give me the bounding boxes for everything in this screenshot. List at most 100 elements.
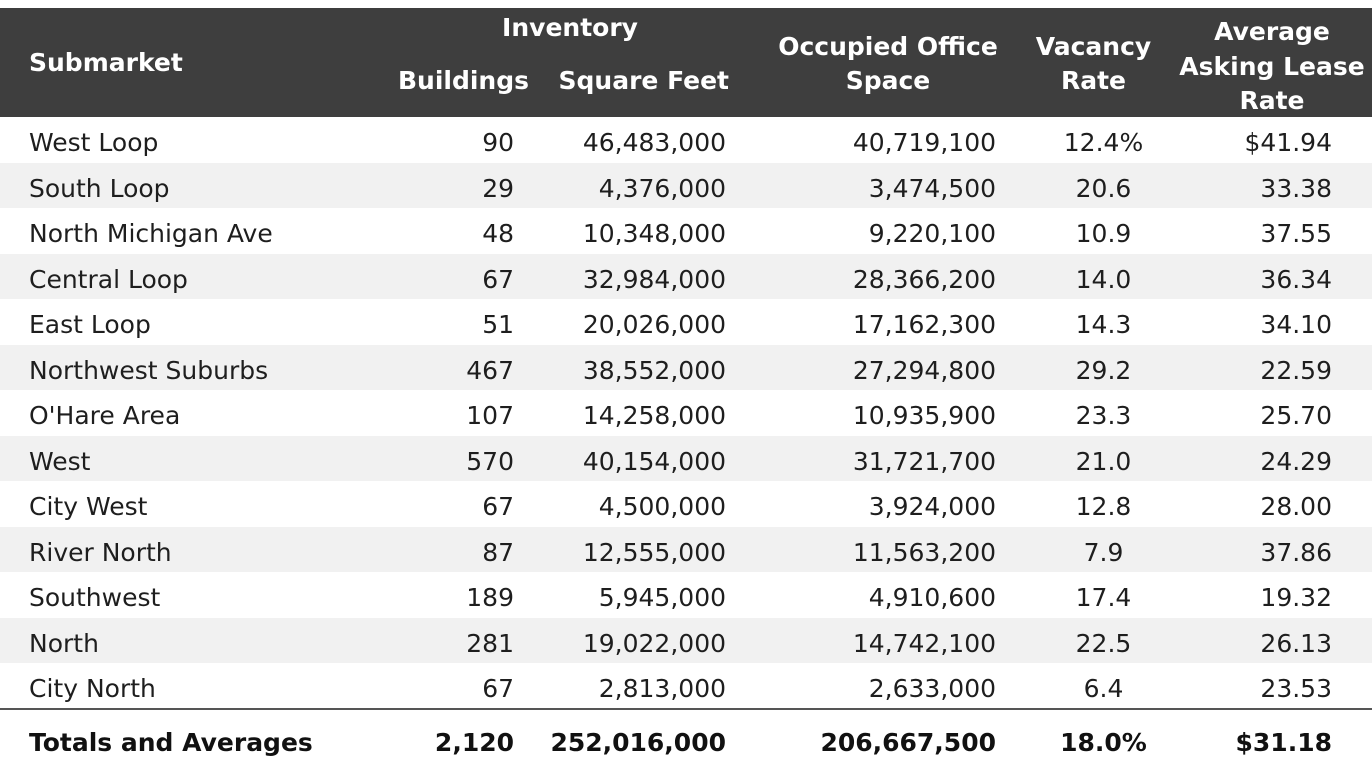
table-body: West Loop 90 46,483,000 40,719,100 12.4%…: [0, 117, 1372, 709]
header-occupied-line1: Occupied Office: [778, 32, 998, 61]
cell-buildings: 67: [482, 264, 514, 294]
header-buildings: Buildings: [397, 66, 529, 95]
cell-submarket: Southwest: [29, 583, 161, 612]
table-row: North Michigan Ave 48 10,348,000 9,220,1…: [0, 208, 1372, 254]
cell-submarket: Central Loop: [29, 264, 188, 294]
table-row: South Loop 29 4,376,000 3,474,500 20.6 3…: [0, 162, 1372, 208]
cell-square-feet: 14,258,000: [582, 401, 726, 430]
cell-square-feet: 5,945,000: [598, 583, 726, 612]
cell-vacancy: 22.5: [1075, 628, 1132, 658]
table-row: West Loop 90 46,483,000 40,719,100 12.4%…: [0, 117, 1372, 163]
cell-submarket: South Loop: [29, 173, 170, 203]
cell-buildings: 87: [482, 537, 514, 567]
cell-asking-rate: 19.32: [1260, 583, 1332, 612]
cell-square-feet: 12,555,000: [582, 537, 726, 567]
totals-square-feet: 252,016,000: [550, 728, 726, 757]
cell-submarket: North: [29, 628, 99, 658]
header-asking-line1: Average: [1214, 17, 1330, 46]
cell-square-feet: 40,154,000: [582, 446, 726, 476]
table-row: River North 87 12,555,000 11,563,200 7.9…: [0, 526, 1372, 572]
table-row: City West 67 4,500,000 3,924,000 12.8 28…: [0, 481, 1372, 527]
cell-submarket: West: [29, 446, 91, 476]
table-row: City North 67 2,813,000 2,633,000 6.4 23…: [0, 663, 1372, 709]
cell-square-feet: 46,483,000: [582, 128, 726, 157]
cell-buildings: 67: [482, 674, 514, 703]
cell-occupied: 40,719,100: [852, 128, 996, 157]
cell-vacancy: 29.2: [1075, 355, 1132, 385]
cell-vacancy: 12.4%: [1063, 128, 1144, 157]
table-row: O'Hare Area 107 14,258,000 10,935,900 23…: [0, 390, 1372, 436]
cell-buildings: 67: [482, 492, 514, 521]
header-occupied-line2: Space: [845, 66, 931, 95]
cell-asking-rate: 34.10: [1260, 310, 1332, 339]
totals-row: Totals and Averages 2,120 252,016,000 20…: [0, 710, 1372, 770]
cell-square-feet: 2,813,000: [598, 674, 726, 703]
cell-buildings: 48: [482, 219, 514, 248]
cell-asking-rate: 23.53: [1260, 674, 1332, 703]
cell-asking-rate: 37.86: [1260, 537, 1332, 567]
cell-square-feet: 32,984,000: [582, 264, 726, 294]
cell-occupied: 3,474,500: [868, 173, 996, 203]
cell-submarket: City West: [29, 492, 148, 521]
cell-asking-rate: 25.70: [1260, 401, 1332, 430]
cell-submarket: City North: [29, 674, 156, 703]
cell-buildings: 281: [466, 628, 514, 658]
cell-vacancy: 12.8: [1075, 492, 1132, 521]
header-asking-line2: Asking Lease: [1179, 52, 1365, 81]
totals-vacancy: 18.0%: [1060, 728, 1147, 757]
totals-label: Totals and Averages: [29, 728, 313, 757]
table-row: Central Loop 67 32,984,000 28,366,200 14…: [0, 253, 1372, 299]
cell-vacancy: 17.4: [1075, 583, 1132, 612]
cell-occupied: 17,162,300: [852, 310, 996, 339]
cell-vacancy: 20.6: [1075, 173, 1132, 203]
cell-square-feet: 10,348,000: [582, 219, 726, 248]
cell-square-feet: 19,022,000: [582, 628, 726, 658]
table-row: North 281 19,022,000 14,742,100 22.5 26.…: [0, 617, 1372, 663]
cell-asking-rate: 33.38: [1260, 173, 1332, 203]
cell-buildings: 90: [482, 128, 514, 157]
header-asking-line3: Rate: [1239, 86, 1305, 115]
cell-buildings: 467: [466, 355, 514, 385]
cell-square-feet: 38,552,000: [582, 355, 726, 385]
header-square-feet: Square Feet: [558, 66, 729, 95]
cell-asking-rate: 22.59: [1260, 355, 1332, 385]
cell-occupied: 27,294,800: [852, 355, 996, 385]
header-submarket: Submarket: [29, 48, 183, 77]
cell-occupied: 31,721,700: [852, 446, 996, 476]
table-row: Northwest Suburbs 467 38,552,000 27,294,…: [0, 344, 1372, 390]
cell-square-feet: 4,500,000: [598, 492, 726, 521]
cell-asking-rate: 24.29: [1260, 446, 1332, 476]
cell-occupied: 28,366,200: [852, 264, 996, 294]
cell-buildings: 51: [482, 310, 514, 339]
cell-buildings: 189: [466, 583, 514, 612]
cell-asking-rate: 26.13: [1260, 628, 1332, 658]
totals-asking-rate: $31.18: [1235, 728, 1332, 757]
cell-asking-rate: $41.94: [1244, 128, 1332, 157]
cell-vacancy: 14.0: [1075, 264, 1132, 294]
cell-asking-rate: 36.34: [1260, 264, 1332, 294]
cell-submarket: River North: [29, 537, 172, 567]
totals-divider: [0, 708, 1372, 710]
header-inventory: Inventory: [502, 13, 638, 42]
cell-vacancy: 6.4: [1083, 674, 1124, 703]
totals-buildings: 2,120: [434, 728, 514, 757]
cell-submarket: East Loop: [29, 310, 151, 339]
cell-vacancy: 21.0: [1075, 446, 1132, 476]
cell-asking-rate: 37.55: [1260, 219, 1332, 248]
cell-submarket: North Michigan Ave: [29, 219, 273, 248]
table-row: East Loop 51 20,026,000 17,162,300 14.3 …: [0, 299, 1372, 345]
table-row: West 570 40,154,000 31,721,700 21.0 24.2…: [0, 435, 1372, 481]
cell-occupied: 11,563,200: [852, 537, 996, 567]
cell-occupied: 10,935,900: [852, 401, 996, 430]
cell-buildings: 107: [466, 401, 514, 430]
cell-submarket: O'Hare Area: [29, 401, 181, 430]
cell-occupied: 2,633,000: [868, 674, 996, 703]
cell-square-feet: 4,376,000: [598, 173, 726, 203]
cell-square-feet: 20,026,000: [582, 310, 726, 339]
cell-buildings: 570: [466, 446, 514, 476]
cell-vacancy: 7.9: [1083, 537, 1124, 567]
totals-occupied: 206,667,500: [820, 728, 996, 757]
header-vacancy-line2: Rate: [1060, 66, 1127, 95]
header-vacancy-line1: Vacancy: [1035, 32, 1152, 61]
table-header: Submarket Inventory Buildings Square Fee…: [0, 8, 1372, 117]
